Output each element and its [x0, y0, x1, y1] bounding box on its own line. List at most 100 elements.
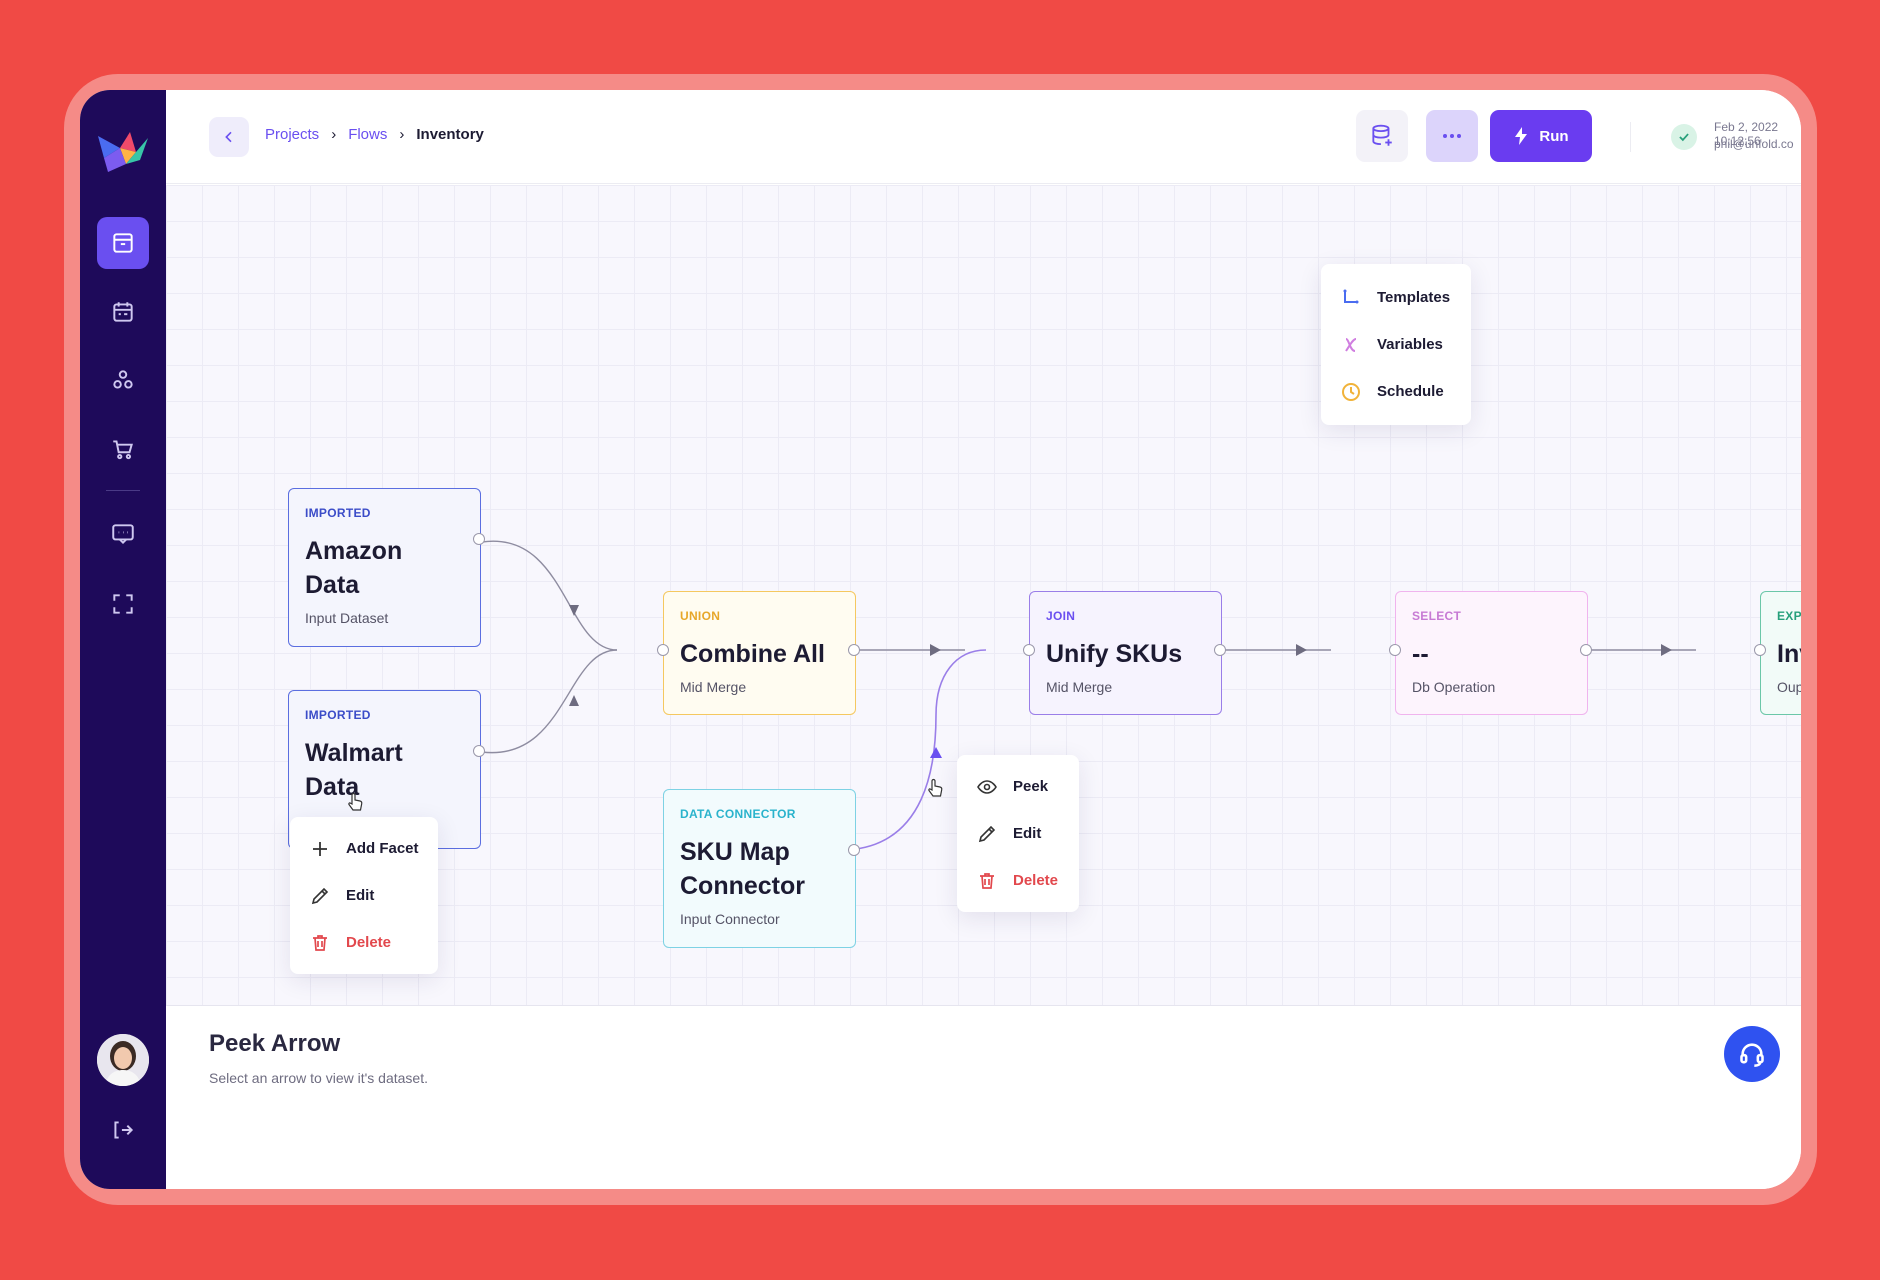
header: Projects › Flows › Inventory Run Feb 2, …	[166, 90, 1801, 184]
node-type: JOIN	[1046, 609, 1076, 623]
help-button[interactable]	[1724, 1026, 1780, 1082]
menu-item-add-facet[interactable]: Add Facet	[290, 825, 438, 872]
node-type: SELECT	[1412, 609, 1462, 623]
node-output-port[interactable]	[1214, 644, 1226, 656]
sidebar-divider	[106, 490, 140, 491]
node-title: Inventory	[1777, 640, 1801, 668]
database-icon	[1372, 124, 1392, 146]
plus-icon	[313, 841, 327, 856]
node-sku-map-connector[interactable]: DATA CONNECTOR SKU Map Connector Input Co…	[663, 789, 860, 948]
node-input-port[interactable]	[1389, 644, 1401, 656]
node-output-port[interactable]	[848, 844, 860, 856]
panel-subtitle: Select an arrow to view it's dataset.	[209, 1070, 428, 1086]
more-icon	[1443, 134, 1461, 138]
back-button[interactable]	[209, 117, 249, 157]
headset-icon	[1740, 1043, 1764, 1067]
arrow-head	[569, 605, 579, 616]
menu-item-peek[interactable]: Peek	[957, 763, 1079, 810]
node-input-port[interactable]	[657, 644, 669, 656]
node-context-menu: Add Facet Edit Delete	[290, 817, 438, 974]
status-date: Feb 2, 2022 10:12:56	[1714, 120, 1779, 148]
node-output-port[interactable]	[848, 644, 860, 656]
edge-walmart-union[interactable]	[481, 649, 618, 754]
avatar[interactable]	[97, 1034, 149, 1086]
node-inventory[interactable]: EXPORTED Inventory Ouput Dataset	[1754, 591, 1801, 715]
bottom-panel: Peek Arrow Select an arrow to view it's …	[166, 1005, 1801, 1189]
sidebar-item-calendar[interactable]	[97, 286, 149, 338]
avatar-image	[97, 1034, 149, 1086]
node-type: IMPORTED	[305, 708, 371, 722]
node-input-port[interactable]	[1754, 644, 1766, 656]
panel-title: Peek Arrow	[209, 1030, 341, 1057]
node-title: SKU Map Connector	[680, 838, 805, 900]
sidebar-item-archive[interactable]	[97, 217, 149, 269]
header-divider	[1630, 122, 1631, 152]
trash-icon	[313, 934, 327, 951]
sidebar-item-cart[interactable]	[97, 423, 149, 475]
bolt-icon	[1515, 127, 1528, 145]
sidebar-item-fullscreen[interactable]	[97, 578, 149, 630]
hand-cursor-icon	[348, 792, 363, 811]
templates-icon	[1343, 289, 1359, 303]
nodes-icon	[113, 370, 133, 389]
arrow-head-selected	[930, 747, 942, 758]
cart-icon	[113, 440, 133, 460]
eye-icon	[977, 779, 997, 794]
trash-icon	[980, 872, 994, 889]
node-subtitle: Ouput Dataset	[1777, 679, 1801, 695]
check-icon	[1671, 124, 1697, 150]
edge-connector-join[interactable]	[846, 649, 987, 851]
menu-item-delete[interactable]: Delete	[290, 919, 438, 966]
menu-item-templates[interactable]: Templates	[1321, 274, 1471, 321]
node-output-port[interactable]	[1580, 644, 1592, 656]
more-button[interactable]	[1426, 110, 1478, 162]
hand-cursor-icon	[928, 778, 943, 797]
arrow-head	[930, 644, 941, 656]
flow-canvas[interactable]: IMPORTED Amazon Data Input Dataset IMPORT…	[166, 185, 1801, 1005]
node-output-port[interactable]	[473, 533, 485, 545]
breadcrumb: Projects › Flows › Inventory	[265, 126, 484, 143]
node-amazon-data[interactable]: IMPORTED Amazon Data Input Dataset	[288, 488, 485, 647]
node-title: Amazon Data	[305, 537, 403, 599]
logout-icon[interactable]	[110, 1117, 136, 1143]
chevron-right-icon: ›	[331, 126, 337, 143]
database-button[interactable]	[1356, 110, 1408, 162]
status-email: phil@unfold.co	[1714, 137, 1794, 151]
logo-icon	[98, 132, 148, 172]
node-subtitle: Input Dataset	[305, 610, 389, 626]
fullscreen-icon	[113, 594, 133, 614]
node-output-port[interactable]	[473, 745, 485, 757]
node-subtitle: Mid Merge	[680, 679, 747, 695]
pencil-icon	[311, 887, 329, 904]
calendar-icon	[113, 302, 133, 322]
node-title: Unify SKUs	[1046, 640, 1183, 668]
breadcrumb-flows[interactable]: Flows	[348, 126, 388, 143]
node-subtitle: Input Connector	[680, 911, 780, 927]
edge-amazon-union[interactable]	[481, 540, 618, 651]
breadcrumb-current: Inventory	[416, 126, 484, 143]
run-label: Run	[1539, 127, 1569, 145]
menu-item-variables[interactable]: Variables	[1321, 321, 1471, 368]
node-unify-skus[interactable]: JOIN Unify SKUs Mid Merge	[1023, 591, 1226, 715]
node-input-port[interactable]	[1023, 644, 1035, 656]
node-type: EXPORTED	[1777, 609, 1801, 623]
arrow-head	[1296, 644, 1307, 656]
menu-item-delete[interactable]: Delete	[957, 857, 1079, 904]
node-combine-all[interactable]: UNION Combine All Mid Merge	[657, 591, 860, 715]
node-title: Walmart Data	[305, 739, 403, 801]
chevron-right-icon: ›	[399, 126, 405, 143]
menu-item-edit[interactable]: Edit	[957, 810, 1079, 857]
sidebar-item-chat[interactable]	[97, 508, 149, 560]
chat-icon	[112, 524, 134, 545]
sidebar-item-nodes[interactable]	[97, 354, 149, 406]
run-button[interactable]: Run	[1490, 110, 1592, 162]
menu-item-schedule[interactable]: Schedule	[1321, 368, 1471, 415]
clock-icon	[1342, 382, 1360, 401]
node-select[interactable]: SELECT -- Db Operation	[1389, 591, 1592, 715]
menu-item-edit[interactable]: Edit	[290, 872, 438, 919]
more-menu: Templates Variables Schedule	[1321, 264, 1471, 425]
breadcrumb-projects[interactable]: Projects	[265, 126, 320, 143]
node-type: UNION	[680, 609, 721, 623]
flow-edges	[481, 540, 1696, 851]
app-window: Projects › Flows › Inventory Run Feb 2, …	[80, 90, 1801, 1189]
